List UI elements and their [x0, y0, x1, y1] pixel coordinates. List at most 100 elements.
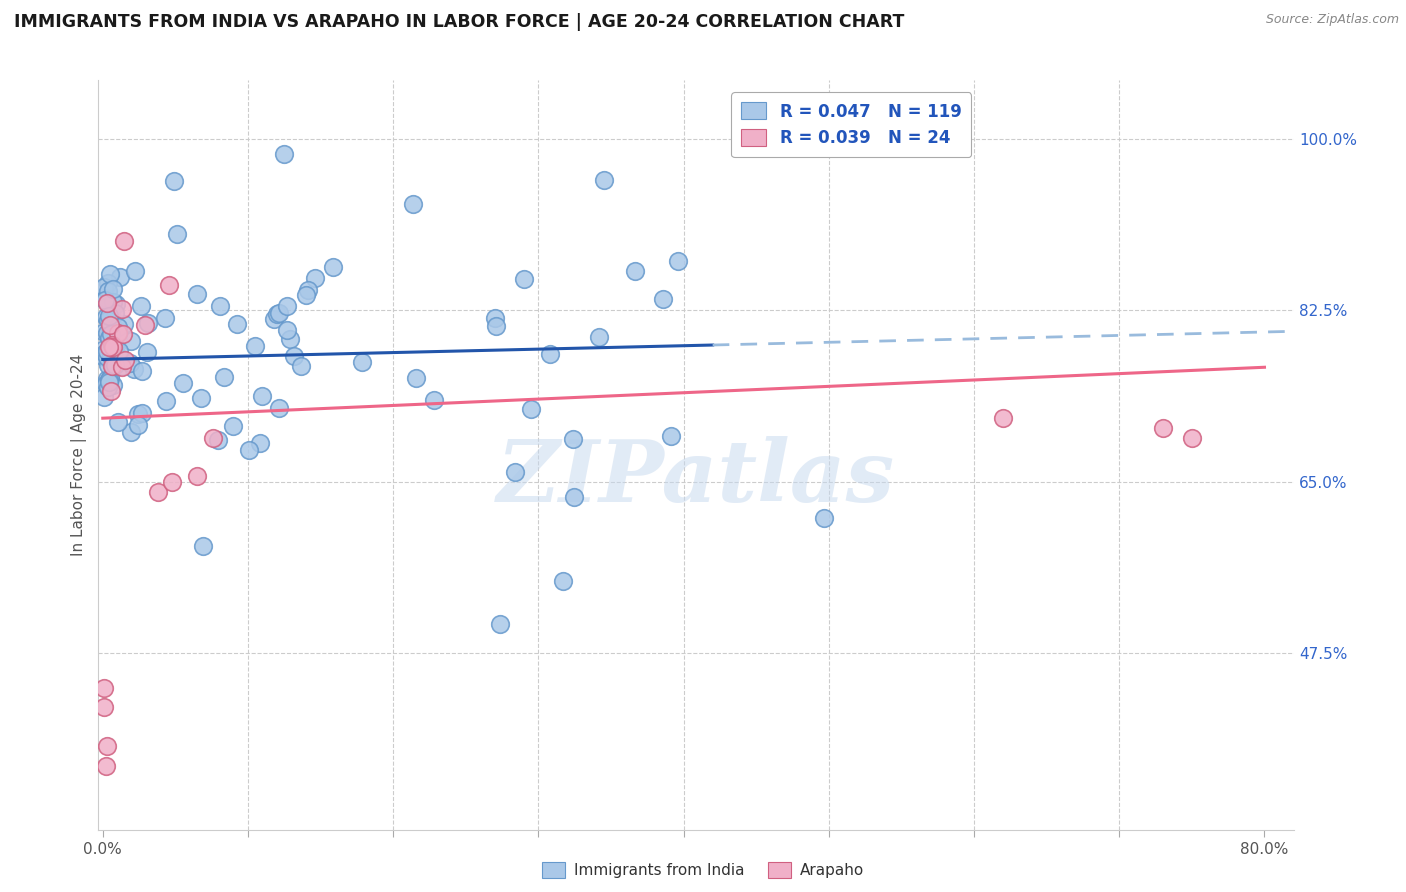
- Point: [96, 291, 118, 305]
- Point: [124, 264, 146, 278]
- Point: [101, 359, 124, 373]
- Point: [290, 359, 312, 373]
- Point: [813, 511, 835, 525]
- Point: [98, 371, 121, 385]
- Point: [503, 465, 526, 479]
- Point: [269, 306, 291, 320]
- Point: [212, 369, 235, 384]
- Point: [120, 356, 142, 370]
- Point: [94, 377, 117, 392]
- Point: [98, 309, 121, 323]
- Point: [120, 334, 142, 349]
- Text: IMMIGRANTS FROM INDIA VS ARAPAHO IN LABOR FORCE | AGE 20-24 CORRELATION CHART: IMMIGRANTS FROM INDIA VS ARAPAHO IN LABO…: [14, 13, 904, 31]
- Point: [107, 330, 129, 344]
- Point: [520, 402, 543, 417]
- Legend: R = 0.047   N = 119, R = 0.039   N = 24: R = 0.047 N = 119, R = 0.039 N = 24: [731, 93, 972, 157]
- Point: [96, 296, 118, 310]
- Point: [155, 393, 177, 408]
- Point: [193, 539, 215, 553]
- Point: [562, 491, 585, 505]
- Point: [423, 393, 446, 408]
- Point: [108, 324, 131, 338]
- Point: [153, 311, 176, 326]
- Point: [108, 351, 131, 366]
- Point: [97, 358, 120, 372]
- Point: [111, 359, 134, 374]
- Point: [100, 336, 122, 351]
- Point: [103, 359, 125, 373]
- Point: [114, 352, 136, 367]
- Text: Source: ZipAtlas.com: Source: ZipAtlas.com: [1265, 13, 1399, 27]
- Point: [134, 318, 156, 332]
- Point: [97, 276, 120, 290]
- Point: [107, 319, 129, 334]
- Point: [127, 407, 149, 421]
- Point: [98, 312, 121, 326]
- Point: [304, 271, 326, 285]
- Point: [107, 415, 129, 429]
- Point: [350, 355, 373, 369]
- Point: [1152, 421, 1174, 435]
- Point: [107, 326, 129, 340]
- Point: [94, 345, 117, 359]
- Point: [111, 302, 134, 317]
- Y-axis label: In Labor Force | Age 20-24: In Labor Force | Age 20-24: [72, 354, 87, 556]
- Point: [136, 344, 159, 359]
- Point: [110, 269, 132, 284]
- Point: [276, 299, 298, 313]
- Point: [157, 278, 180, 293]
- Point: [93, 342, 115, 356]
- Point: [163, 174, 186, 188]
- Point: [283, 349, 305, 363]
- Point: [488, 616, 510, 631]
- Point: [100, 327, 122, 342]
- Point: [269, 401, 291, 415]
- Point: [592, 173, 614, 187]
- Point: [112, 318, 135, 332]
- Point: [278, 332, 301, 346]
- Point: [101, 311, 124, 326]
- Point: [122, 362, 145, 376]
- Point: [276, 323, 298, 337]
- Point: [98, 318, 121, 333]
- Point: [162, 475, 184, 489]
- Point: [98, 267, 121, 281]
- Point: [93, 390, 115, 404]
- Point: [561, 432, 583, 446]
- Point: [186, 287, 208, 301]
- Point: [104, 358, 127, 372]
- Point: [100, 305, 122, 319]
- Point: [101, 338, 124, 352]
- Point: [111, 359, 134, 373]
- Point: [297, 284, 319, 298]
- Point: [104, 346, 127, 360]
- Point: [108, 344, 131, 359]
- Point: [131, 364, 153, 378]
- Point: [96, 371, 118, 385]
- Point: [97, 284, 120, 298]
- Point: [98, 375, 121, 389]
- Point: [93, 681, 115, 695]
- Point: [322, 260, 344, 274]
- Point: [93, 351, 115, 365]
- Point: [402, 196, 425, 211]
- Point: [207, 434, 229, 448]
- Point: [97, 380, 120, 394]
- Point: [263, 311, 285, 326]
- Point: [666, 254, 689, 268]
- Point: [120, 425, 142, 440]
- Point: [588, 330, 610, 344]
- Point: [129, 299, 152, 313]
- Point: [651, 292, 673, 306]
- Point: [93, 700, 115, 714]
- Point: [172, 376, 194, 391]
- Point: [1181, 431, 1204, 445]
- Point: [190, 392, 212, 406]
- Point: [100, 328, 122, 343]
- Point: [131, 407, 153, 421]
- Point: [93, 280, 115, 294]
- Point: [94, 310, 117, 324]
- Point: [405, 370, 427, 384]
- Point: [103, 340, 125, 354]
- Point: [551, 574, 574, 588]
